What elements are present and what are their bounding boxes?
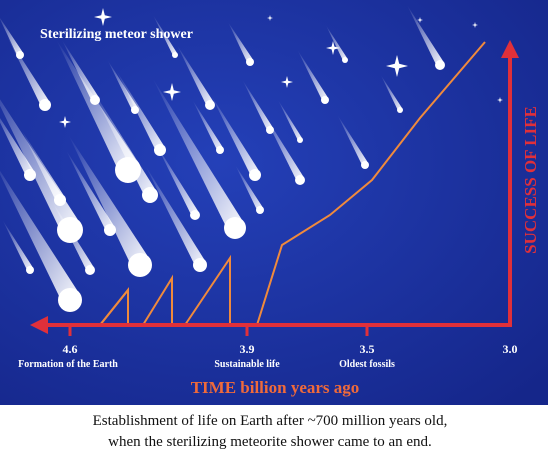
tick-label: 3.5 xyxy=(360,342,375,356)
meteor-tail xyxy=(278,100,302,140)
tick-label: 3.0 xyxy=(503,342,518,356)
star xyxy=(417,17,423,23)
caption-line: when the sterilizing meteorite shower ca… xyxy=(108,434,432,450)
meteor-tail xyxy=(261,110,303,179)
meteor-head xyxy=(193,258,207,272)
star xyxy=(386,55,408,77)
meteor-head xyxy=(90,95,100,105)
meteor-head xyxy=(190,210,200,220)
meteor-head xyxy=(104,224,116,236)
meteor-head xyxy=(342,57,348,63)
meteor-tail xyxy=(177,45,213,104)
y-axis-arrow xyxy=(501,40,519,58)
meteor-tail xyxy=(235,165,263,209)
tick-label: 4.6 xyxy=(63,342,78,356)
meteor-head xyxy=(249,169,261,181)
meteor-tail xyxy=(68,135,148,262)
meteor-head xyxy=(142,187,158,203)
meteor-tail xyxy=(192,100,223,149)
star xyxy=(281,76,293,88)
meteor-head xyxy=(172,52,178,58)
meteor-head xyxy=(85,265,95,275)
x-axis-label: TIME billion years ago xyxy=(191,378,360,397)
star xyxy=(267,15,273,21)
event-label: Oldest fossils xyxy=(339,359,395,370)
meteor-tail xyxy=(21,130,64,199)
y-axis-label: SUCCESS OF LIFE xyxy=(521,106,540,254)
meteor-head xyxy=(321,96,329,104)
meteor-tail xyxy=(380,75,402,110)
meteor-head xyxy=(58,288,82,312)
meteor-tail xyxy=(107,60,138,109)
meteor-head xyxy=(246,58,254,66)
star xyxy=(497,97,503,103)
meteor-head xyxy=(131,106,139,114)
meteor-tail xyxy=(297,50,328,99)
life-curve xyxy=(99,41,486,326)
meteor-tail xyxy=(156,145,198,214)
meteor-head xyxy=(16,51,24,59)
meteor-tail xyxy=(153,15,177,55)
meteor-shower xyxy=(0,5,445,312)
meteor-head xyxy=(435,60,445,70)
star xyxy=(163,83,181,101)
meteor-tail xyxy=(407,5,443,64)
meteor-tail xyxy=(62,40,98,99)
meteor-tail xyxy=(337,115,368,164)
meteor-head xyxy=(295,175,305,185)
meteor-head xyxy=(224,217,246,239)
meteor-head xyxy=(397,107,403,113)
meteor-head xyxy=(205,100,215,110)
meteor-head xyxy=(24,169,36,181)
meteor-tail xyxy=(211,95,259,174)
meteor-tail xyxy=(228,22,253,61)
meteor-tail xyxy=(89,85,155,193)
meteor-tail xyxy=(0,170,78,297)
meteor-tail xyxy=(0,18,23,54)
meteor-head xyxy=(39,99,51,111)
event-label: Formation of the Earth xyxy=(18,359,118,370)
meteor-tail xyxy=(325,25,347,60)
star xyxy=(94,8,112,26)
meteor-tail xyxy=(66,150,114,229)
meteor-head xyxy=(154,144,166,156)
star xyxy=(472,22,478,28)
stars xyxy=(59,8,503,128)
meteor-head xyxy=(361,161,369,169)
meteor-tail xyxy=(0,118,34,174)
meteor-tail xyxy=(152,78,242,225)
event-label: Sustainable life xyxy=(214,359,280,370)
title: Sterilizing meteor shower xyxy=(40,27,193,42)
meteor-head xyxy=(128,253,152,277)
meteor-head xyxy=(297,137,303,143)
meteor-head xyxy=(216,146,224,154)
meteor-head xyxy=(54,194,66,206)
star xyxy=(326,41,340,55)
meteor-head xyxy=(256,206,264,214)
caption-line: Establishment of life on Earth after ~70… xyxy=(93,413,448,429)
meteor-tail xyxy=(51,200,93,269)
tick-label: 3.9 xyxy=(240,342,255,356)
meteor-tail xyxy=(2,220,33,269)
star xyxy=(59,116,71,128)
meteor-tail xyxy=(145,165,205,263)
meteor-tail xyxy=(116,70,164,149)
x-axis-arrow xyxy=(30,316,48,334)
sky-panel xyxy=(0,0,548,405)
meteor-head xyxy=(26,266,34,274)
